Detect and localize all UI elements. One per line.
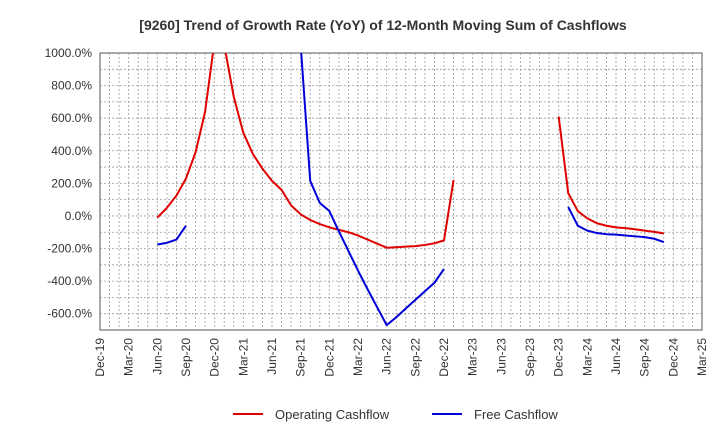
operating-cashflow-line-segment bbox=[156, 53, 455, 249]
x-tick-label: Sep-23 bbox=[523, 338, 537, 377]
x-axis-ticks: Dec-19 Mar-20 Jun-20 Sep-20 Dec-20 Mar-21 Jun-… bbox=[93, 338, 709, 377]
x-tick-label: Dec-23 bbox=[552, 338, 566, 377]
x-tick-label: Sep-22 bbox=[408, 338, 422, 377]
x-tick-label: Mar-25 bbox=[695, 338, 709, 376]
x-tick-label: Sep-20 bbox=[179, 338, 193, 377]
x-tick-label: Dec-22 bbox=[437, 338, 451, 377]
y-tick-label: 400.0% bbox=[51, 144, 92, 158]
operating-cashflow-legend-label: Operating Cashflow bbox=[275, 407, 390, 422]
y-tick-label: 800.0% bbox=[51, 79, 92, 93]
y-tick-label: -600.0% bbox=[47, 307, 92, 321]
y-tick-label: -400.0% bbox=[47, 274, 92, 288]
plot-area bbox=[99, 52, 703, 331]
x-tick-label: Dec-20 bbox=[208, 338, 222, 377]
free-cashflow-line-segment bbox=[300, 53, 445, 327]
chart-title: [9260] Trend of Growth Rate (YoY) of 12-… bbox=[139, 17, 627, 33]
y-tick-label: -200.0% bbox=[47, 242, 92, 256]
y-tick-label: 600.0% bbox=[51, 111, 92, 125]
operating-cashflow-line-segment bbox=[557, 116, 664, 235]
x-tick-label: Mar-23 bbox=[466, 338, 480, 376]
x-tick-label: Jun-24 bbox=[609, 338, 623, 375]
y-tick-label: 200.0% bbox=[51, 176, 92, 190]
series-group bbox=[156, 53, 665, 327]
x-tick-label: Dec-24 bbox=[666, 338, 680, 377]
y-tick-label: 0.0% bbox=[65, 209, 93, 223]
x-tick-label: Sep-21 bbox=[294, 338, 308, 377]
x-tick-label: Mar-20 bbox=[122, 338, 136, 376]
x-tick-label: Jun-20 bbox=[150, 338, 164, 375]
grid-lines bbox=[100, 53, 702, 330]
x-tick-label: Sep-24 bbox=[638, 338, 652, 377]
free-cashflow-line-segment bbox=[157, 225, 187, 246]
x-tick-label: Jun-22 bbox=[380, 338, 394, 375]
x-tick-label: Dec-19 bbox=[93, 338, 107, 377]
legend: Operating Cashflow Free Cashflow bbox=[233, 407, 558, 422]
plot-border bbox=[99, 52, 703, 331]
x-tick-label: Jun-21 bbox=[265, 338, 279, 375]
y-tick-label: 1000.0% bbox=[45, 46, 93, 60]
y-axis-ticks: 1000.0% 800.0% 600.0% 400.0% 200.0% 0.0% -200.… bbox=[45, 46, 93, 321]
x-tick-label: Jun-23 bbox=[494, 338, 508, 375]
x-tick-label: Mar-24 bbox=[580, 338, 594, 376]
x-tick-label: Dec-21 bbox=[322, 338, 336, 377]
free-cashflow-line-segment bbox=[567, 206, 665, 243]
free-cashflow-legend-label: Free Cashflow bbox=[474, 407, 558, 422]
x-tick-label: Mar-22 bbox=[351, 338, 365, 376]
x-tick-label: Mar-21 bbox=[236, 338, 250, 376]
